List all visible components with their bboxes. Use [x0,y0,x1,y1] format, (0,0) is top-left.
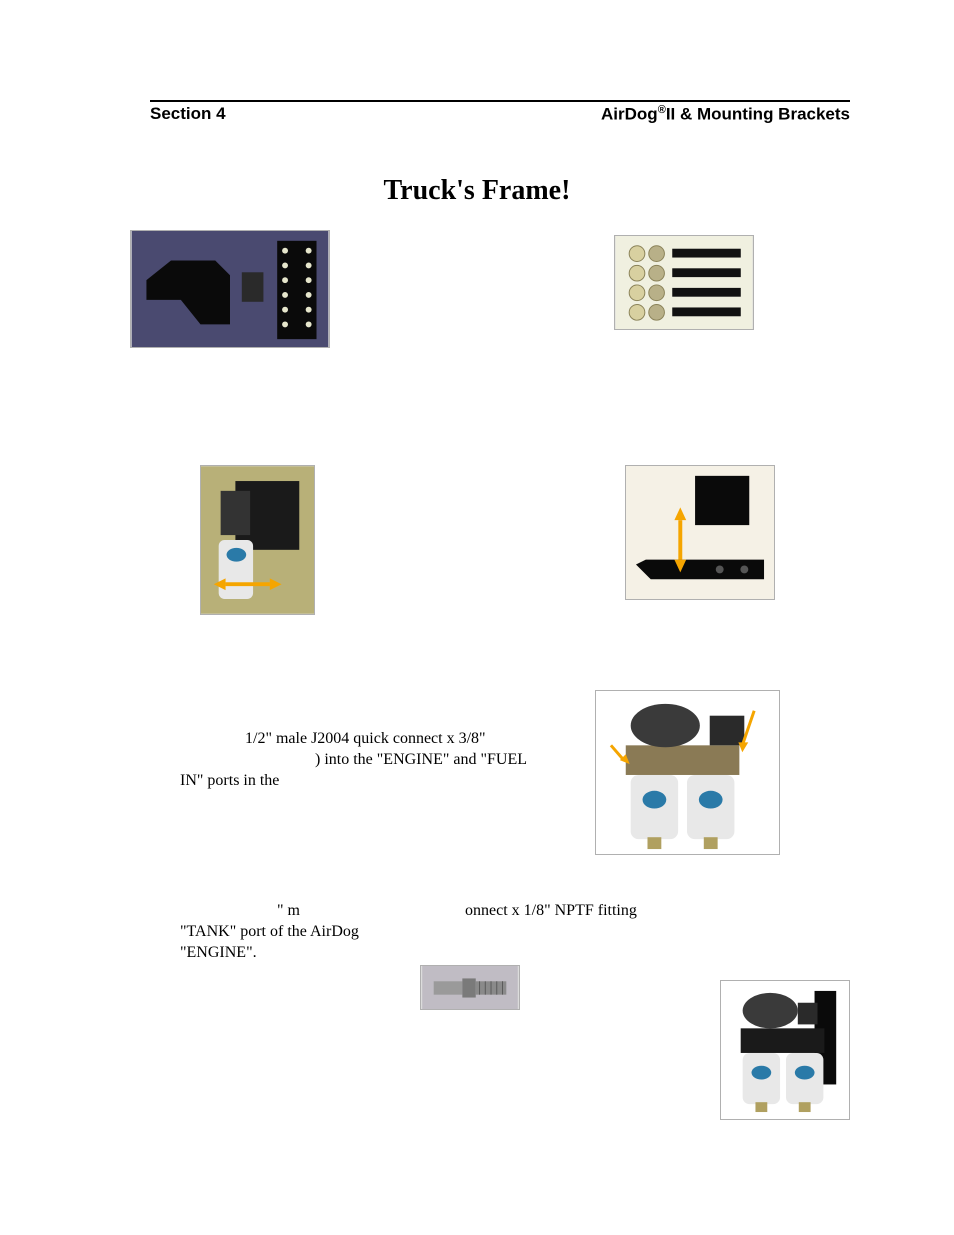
figure-bracket-plate [130,230,330,348]
page-header: Section 4 AirDog®II & Mounting Brackets [150,104,850,125]
header-product-label: AirDog®II & Mounting Brackets [601,104,850,125]
p1-line2: ) into the "ENGINE" and "FUEL [180,750,560,771]
p2-seg1: " m [180,901,300,922]
figure-mounted-dual-filter [720,980,850,1120]
header-product-prefix: AirDog [601,105,658,124]
p2-seg2: onnect x 1/8" NPTF fitting [465,901,840,922]
figure-mounted-side [200,465,315,615]
figure-bracket-arrow [625,465,775,600]
p1-line1: 1/2" male J2004 quick connect x 3/8" [180,729,560,750]
header-rule [150,100,850,102]
figure-fitting [420,965,520,1010]
page-title: Truck's Frame! [0,175,954,207]
header-product-suffix: II & Mounting Brackets [666,105,850,124]
header-section-label: Section 4 [150,104,226,125]
paragraph-tank-port: " m onnect x 1/8" NPTF fitting "TANK" po… [180,901,840,963]
p2-rest1: "TANK" port of the AirDog [180,922,480,943]
figure-dual-filter [595,690,780,855]
paragraph-fittings: 1/2" male J2004 quick connect x 3/8" ) i… [180,729,560,791]
figure-hardware [614,235,754,330]
p2-rest2: "ENGINE". [180,943,480,964]
p1-line3: IN" ports in the [180,772,279,789]
registered-mark: ® [658,104,666,116]
